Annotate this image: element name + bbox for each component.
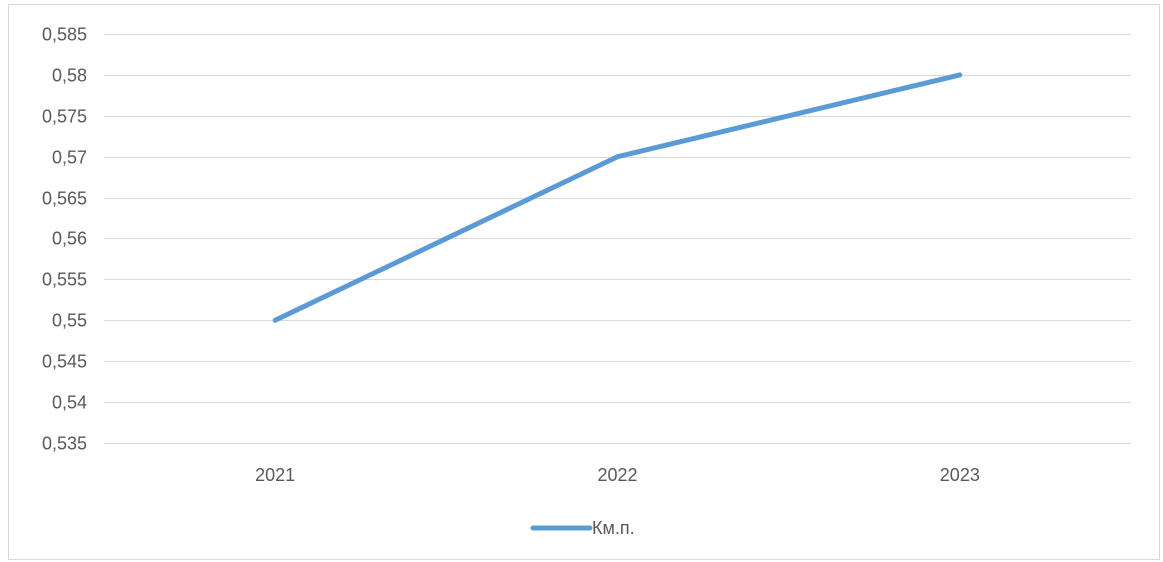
y-tick-label: 0,58	[52, 66, 87, 86]
chart-frame	[8, 4, 1160, 560]
y-tick-label: 0,56	[52, 229, 87, 249]
x-tick-label: 2021	[255, 465, 295, 485]
y-tick-label: 0,575	[42, 107, 87, 127]
y-axis: 0,535 0,54 0,545 0,55 0,555 0,56 0,565 0,57 0,57…	[42, 25, 87, 454]
x-tick-label: 2022	[597, 465, 637, 485]
y-tick-label: 0,54	[52, 393, 87, 413]
x-axis: 2021 2022 2023	[255, 465, 980, 485]
y-tick-label: 0,555	[42, 270, 87, 290]
legend: Км.п.	[530, 518, 635, 538]
y-tick-label: 0,55	[52, 311, 87, 331]
series-line	[272, 72, 963, 323]
series-layer	[272, 72, 963, 323]
x-tick-label: 2023	[940, 465, 980, 485]
gridlines	[104, 34, 1131, 444]
y-tick-label: 0,535	[42, 434, 87, 454]
y-tick-label: 0,57	[52, 148, 87, 168]
legend-label: Км.п.	[592, 518, 635, 538]
y-tick-label: 0,565	[42, 189, 87, 209]
y-tick-label: 0,545	[42, 352, 87, 372]
y-tick-label: 0,585	[42, 25, 87, 45]
